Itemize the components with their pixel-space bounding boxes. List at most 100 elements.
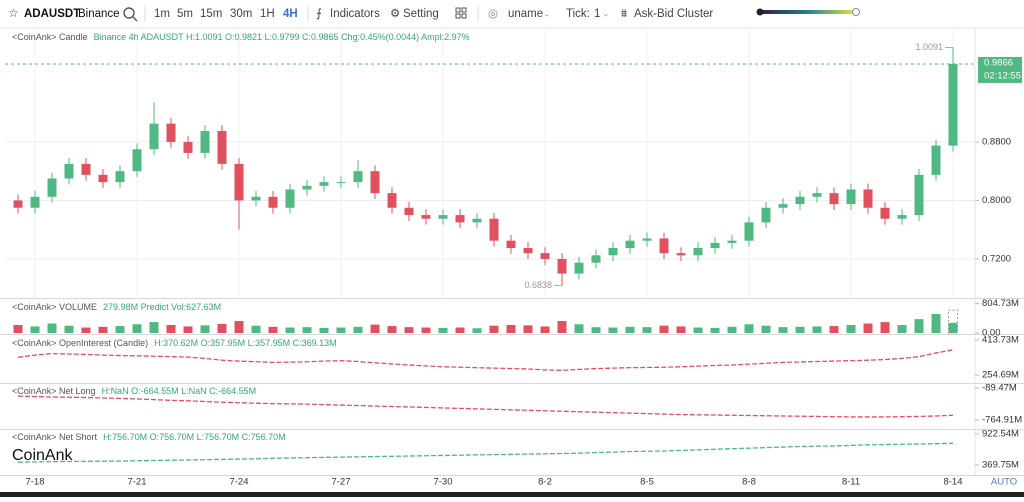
cluster-icon[interactable]: ⩩ <box>621 8 628 20</box>
candle-body <box>523 247 533 254</box>
candle-body <box>132 149 142 172</box>
auto-button[interactable]: AUTO <box>991 477 1017 488</box>
candle-body <box>404 207 414 216</box>
x-tick-label: 8-5 <box>640 477 654 488</box>
volume-bar <box>574 324 584 333</box>
interval-button[interactable]: 1m <box>154 8 170 20</box>
volume-bar <box>914 319 924 333</box>
legend-values: H:370.62M O:357.95M L:357.95M C:369.13M <box>154 338 337 348</box>
tick-label: Tick: <box>566 8 590 20</box>
y-tick-label: 0.00 <box>982 328 1001 339</box>
interval-button[interactable]: 30m <box>230 8 252 20</box>
y-tick-label: -764.91M <box>982 415 1022 426</box>
slider-handle[interactable] <box>852 8 860 16</box>
volume-bar <box>98 326 108 333</box>
interval-button[interactable]: 4H <box>283 8 298 20</box>
panel-legend: <CoinAnk> Candle Binance 4h ADAUSDT H:1.0… <box>12 32 470 42</box>
indicator-line <box>17 395 954 418</box>
candle-body <box>642 238 652 241</box>
volume-bar <box>727 326 737 333</box>
layout-icon[interactable] <box>455 7 461 13</box>
y-tick-label: -89.47M <box>982 383 1017 394</box>
volume-bar <box>370 324 380 333</box>
x-tick-label: 8-14 <box>943 477 962 488</box>
candle-body <box>761 207 771 223</box>
candle-body <box>64 163 74 179</box>
candle-body <box>336 182 346 184</box>
volume-bar <box>948 322 958 333</box>
search-icon-handle <box>132 16 138 22</box>
star-icon[interactable]: ☆ <box>8 6 19 20</box>
setting-icon[interactable]: ⚙ <box>390 8 400 20</box>
legend-values: H:756.70M O:756.70M L:756.70M C:756.70M <box>103 432 286 442</box>
candle-body <box>455 215 465 223</box>
volume-bar <box>455 327 465 333</box>
legend-values: Binance 4h ADAUSDT H:1.0091 O:0.9821 L:0… <box>94 32 470 42</box>
volume-bar <box>761 325 771 333</box>
candle-body <box>98 174 108 183</box>
volume-bar <box>166 324 176 333</box>
indicator-line <box>17 349 954 371</box>
interval-button[interactable]: 1H <box>260 8 275 20</box>
candle-body <box>931 145 941 175</box>
y-tick-label: 254.69M <box>982 370 1019 381</box>
candle-body <box>948 63 958 146</box>
candle-body <box>489 218 499 241</box>
search-icon[interactable] <box>123 7 135 19</box>
candle-body <box>421 215 431 219</box>
layout-icon <box>461 7 467 13</box>
exchange[interactable]: Binance <box>78 8 120 20</box>
candle-body <box>897 215 907 219</box>
volume-bar <box>13 324 23 333</box>
cluster-select[interactable]: Ask-Bid Cluster <box>634 8 713 20</box>
candle-body <box>608 247 618 256</box>
legend-values: 279.98M Predict Vol:627.63M <box>103 302 221 312</box>
y-tick-label: 0.8000 <box>982 195 1011 206</box>
legend-name: <CoinAnk> Net Short <box>12 432 98 442</box>
candle-body <box>506 240 516 248</box>
candle-body <box>812 193 822 197</box>
countdown: 02:12:55 <box>984 70 1021 81</box>
volume-bar <box>812 326 822 333</box>
user-select[interactable]: uname <box>508 8 543 20</box>
slider-handle[interactable] <box>756 8 764 16</box>
candle-body <box>370 171 380 194</box>
candle-body <box>149 123 159 150</box>
predict-volume <box>948 309 958 334</box>
candle-body <box>268 196 278 208</box>
y-tick-label: 922.54M <box>982 429 1019 440</box>
theme-icon[interactable]: ◎ <box>488 8 498 20</box>
dropdown-arrow: ⌄ <box>602 8 610 18</box>
y-tick-label: 0.7200 <box>982 253 1011 264</box>
setting-button[interactable]: Setting <box>403 8 439 20</box>
volume-bar <box>523 325 533 333</box>
volume-bar <box>829 326 839 333</box>
x-tick-label: 7-18 <box>25 477 44 488</box>
volume-bar <box>115 326 125 333</box>
volume-bar <box>795 326 805 333</box>
x-tick-label: 7-21 <box>127 477 146 488</box>
volume-bar <box>625 326 635 333</box>
volume-bar <box>778 327 788 333</box>
interval-button[interactable]: 5m <box>177 8 193 20</box>
color-slider[interactable] <box>760 10 856 14</box>
candle-body <box>30 196 40 208</box>
candle-body <box>727 240 737 243</box>
tick-select[interactable]: 1 <box>594 8 600 20</box>
last-price-label: 0.9866 <box>984 57 1013 68</box>
x-tick-label: 8-2 <box>538 477 552 488</box>
indicators-icon[interactable]: ⨍ <box>316 7 322 20</box>
candle-body <box>353 171 363 183</box>
symbol[interactable]: ADAUSDT <box>24 8 80 20</box>
candle-body <box>47 178 57 197</box>
candle-body <box>472 218 482 223</box>
interval-button[interactable]: 15m <box>200 8 222 20</box>
x-tick-label: 8-11 <box>842 477 860 488</box>
y-tick-label: 413.73M <box>982 335 1019 346</box>
panels: 0.7200 0.8000 0.8800 <CoinAnk> Candle Binanc… <box>0 28 1024 488</box>
candle-body <box>13 200 23 208</box>
indicators-button[interactable]: Indicators <box>330 8 380 20</box>
volume-bar <box>353 326 363 333</box>
legend-name: <CoinAnk> Candle <box>12 32 88 42</box>
